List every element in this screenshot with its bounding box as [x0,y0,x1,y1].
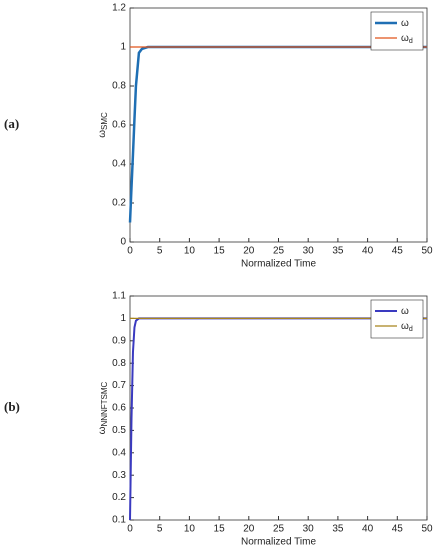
legend-name: ω [401,18,409,29]
x-tick-label: 20 [243,524,255,535]
x-tick-label: 30 [303,246,315,257]
y-tick-label: 0.6 [112,120,126,131]
y-tick-label: 0.4 [112,447,126,458]
y-tick-label: 0.3 [112,470,126,481]
x-tick-label: 45 [392,246,404,257]
x-tick-label: 35 [332,246,344,257]
y-axis-label: ωNNNFTSMC [97,381,109,434]
x-tick-label: 20 [243,246,255,257]
x-axis-label: Normalized Time [241,537,316,548]
y-label-sub: SMC [100,112,109,130]
y-tick-label: 0.2 [112,492,126,503]
y-tick-label: 0.6 [112,403,126,414]
y-tick-label: 0 [120,237,126,248]
x-tick-label: 35 [332,524,344,535]
x-tick-label: 5 [157,524,163,535]
x-tick-label: 30 [303,524,315,535]
legend-sub: d [409,38,413,45]
x-tick-label: 40 [362,246,374,257]
y-label-main: ω [97,130,108,138]
x-tick-label: 50 [421,524,433,535]
legend-label: ω [401,18,409,29]
x-tick-label: 50 [421,246,433,257]
y-tick-label: 0.1 [112,515,126,526]
x-tick-label: 40 [362,524,374,535]
x-tick-label: 15 [214,524,226,535]
y-tick-label: 0.8 [112,81,126,92]
panel-label: (b) [4,399,20,414]
x-tick-label: 0 [127,246,133,257]
y-tick-label: 0.4 [112,159,126,170]
x-tick-label: 5 [157,246,163,257]
x-tick-label: 45 [392,524,404,535]
legend-label: ω [401,306,409,317]
x-tick-label: 10 [184,246,196,257]
y-axis-label: ωSMC [97,112,109,138]
y-tick-label: 1.2 [112,3,126,14]
x-tick-label: 10 [184,524,196,535]
x-tick-label: 15 [214,246,226,257]
legend-sub: d [409,326,413,333]
y-tick-label: 0.7 [112,380,126,391]
x-axis-label: Normalized Time [241,259,316,270]
panel-label: (a) [4,116,19,131]
y-tick-label: 1.1 [112,291,126,302]
x-tick-label: 0 [127,524,133,535]
legend-box [370,11,424,51]
y-tick-label: 1 [120,313,126,324]
legend-box [370,299,424,339]
legend-name: ω [401,321,409,332]
y-tick-label: 1 [120,42,126,53]
legend-label: ωd [401,33,413,45]
y-tick-label: 0.5 [112,425,126,436]
legend-name: ω [401,33,409,44]
x-tick-label: 25 [273,524,285,535]
y-tick-label: 0.9 [112,335,126,346]
y-tick-label: 0.8 [112,358,126,369]
y-label-main: ω [97,426,108,434]
legend-name: ω [401,306,409,317]
legend-label: ωd [401,321,413,333]
y-label-sub: NNNFTSMC [100,381,109,426]
y-tick-label: 0.2 [112,198,126,209]
x-tick-label: 25 [273,246,285,257]
